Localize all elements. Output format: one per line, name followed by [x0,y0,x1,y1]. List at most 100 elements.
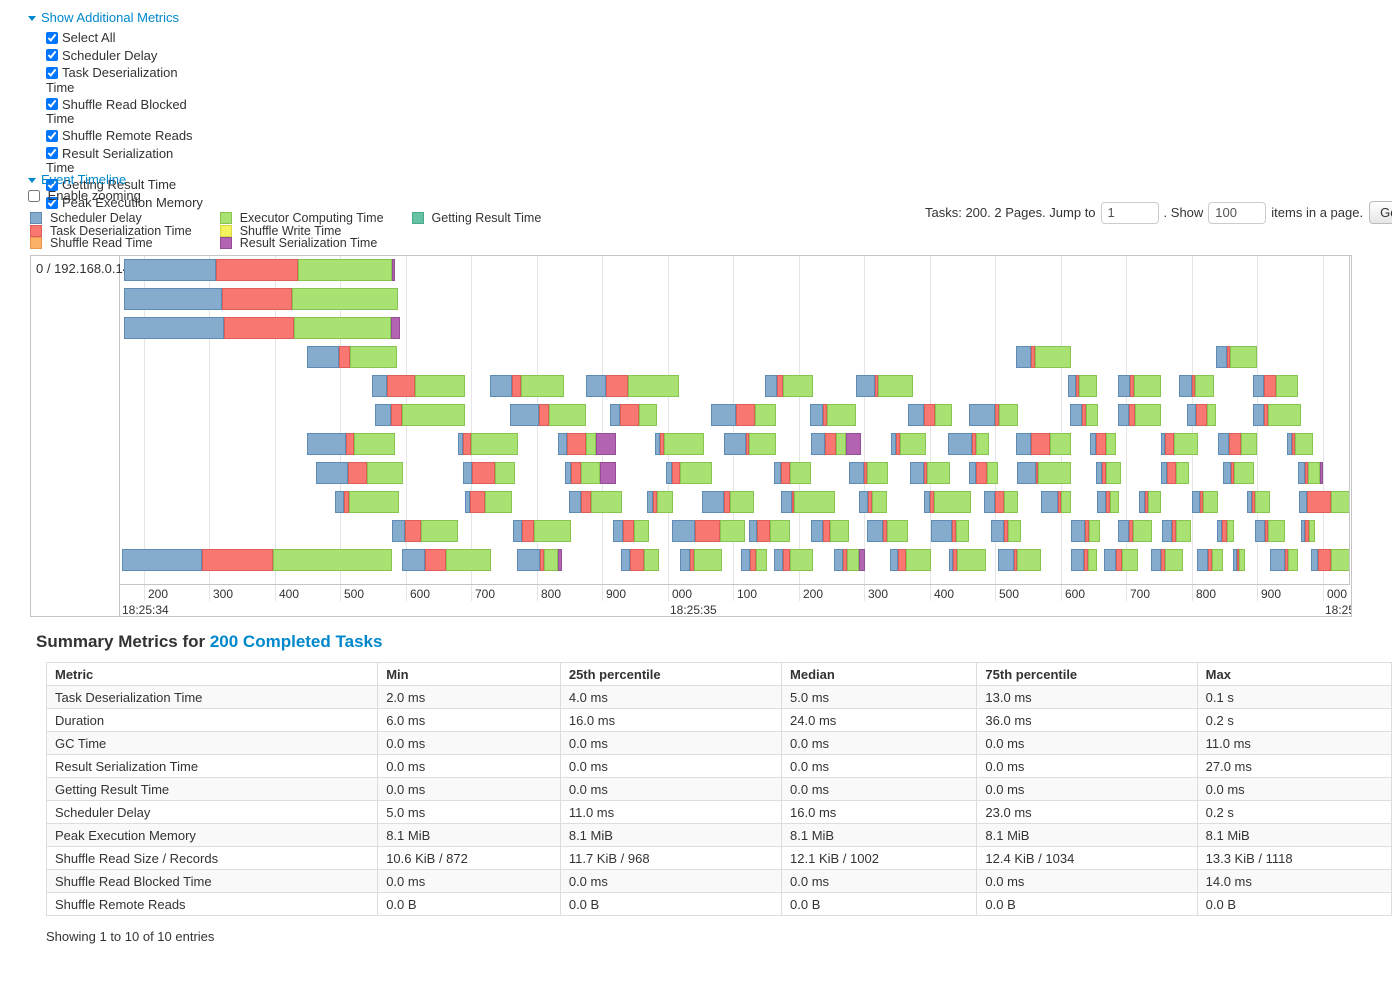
task-bar[interactable] [1151,549,1183,571]
task-bar[interactable] [849,462,888,484]
task-bar[interactable] [1041,491,1071,513]
task-bar[interactable] [565,462,616,484]
task-bar[interactable] [510,404,586,426]
task-bar[interactable] [781,491,835,513]
metric-checkbox-shuffle-read-blocked-time[interactable] [46,98,58,111]
task-bar[interactable] [741,549,767,571]
task-bar[interactable] [666,462,712,484]
task-bar[interactable] [680,549,722,571]
task-bar[interactable] [1299,491,1349,513]
task-bar[interactable] [724,433,776,455]
task-bar[interactable] [1218,433,1257,455]
task-bar[interactable] [1301,520,1315,542]
enable-zooming-checkbox[interactable] [28,189,40,202]
task-bar[interactable] [122,549,392,571]
task-bar[interactable] [910,462,950,484]
metric-checkbox-select-all[interactable] [46,31,58,44]
task-bar[interactable] [1071,549,1097,571]
task-bar[interactable] [307,433,395,455]
metric-checkbox-shuffle-remote-reads[interactable] [46,129,58,142]
task-bar[interactable] [392,520,458,542]
metric-checkbox-task-deserialization[interactable] [46,66,58,79]
task-bar[interactable] [1016,346,1071,368]
event-timeline-toggle[interactable]: Event Timeline [28,172,126,187]
task-bar[interactable] [402,549,491,571]
task-bar[interactable] [569,491,622,513]
metric-checkbox-peak-execution-memory[interactable] [46,196,58,209]
show-additional-metrics-toggle[interactable]: Show Additional Metrics [28,10,179,25]
task-bar[interactable] [1253,375,1298,397]
task-bar[interactable] [1118,375,1161,397]
task-bar[interactable] [984,491,1018,513]
task-bar[interactable] [672,520,745,542]
task-bar[interactable] [774,462,811,484]
task-bar[interactable] [1233,549,1245,571]
task-bar[interactable] [969,462,998,484]
task-bar[interactable] [124,288,398,310]
task-bar[interactable] [749,520,790,542]
task-bar[interactable] [513,520,571,542]
task-bar[interactable] [998,549,1041,571]
task-bar[interactable] [1253,404,1301,426]
task-bar[interactable] [1118,404,1161,426]
task-bar[interactable] [586,375,679,397]
metric-checkbox-getting-result-time[interactable] [46,178,58,191]
task-bar[interactable] [948,433,989,455]
task-bar[interactable] [1016,433,1071,455]
task-bar[interactable] [517,549,562,571]
task-bar[interactable] [949,549,986,571]
task-bar[interactable] [1071,520,1100,542]
task-bar[interactable] [1311,549,1349,571]
task-bar[interactable] [647,491,673,513]
task-bar[interactable] [1287,433,1313,455]
task-bar[interactable] [856,375,913,397]
task-bar[interactable] [859,491,887,513]
task-bar[interactable] [702,491,754,513]
task-bar[interactable] [1161,462,1189,484]
task-bar[interactable] [307,346,397,368]
task-bar[interactable] [969,404,1018,426]
task-bar[interactable] [1217,520,1234,542]
task-bar[interactable] [463,462,515,484]
task-bar[interactable] [1096,462,1121,484]
task-bar[interactable] [924,491,971,513]
task-bar[interactable] [1104,549,1138,571]
task-bar[interactable] [908,404,952,426]
task-bar[interactable] [774,549,813,571]
task-bar[interactable] [1298,462,1323,484]
items-per-page-input[interactable] [1208,201,1267,224]
completed-tasks-link[interactable]: 200 Completed Tasks [209,632,383,651]
task-bar[interactable] [834,549,865,571]
task-bar[interactable] [458,433,518,455]
task-bar[interactable] [1097,491,1119,513]
task-bar[interactable] [890,549,931,571]
task-bar[interactable] [891,433,926,455]
task-bar[interactable] [1162,520,1191,542]
task-bar[interactable] [372,375,465,397]
task-bar[interactable] [124,317,400,339]
go-button[interactable]: Go [1369,201,1392,224]
task-bar[interactable] [867,520,908,542]
task-bar[interactable] [811,433,861,455]
task-bar[interactable] [558,433,616,455]
task-bar[interactable] [613,520,649,542]
task-bar[interactable] [124,259,395,281]
task-bar[interactable] [490,375,564,397]
task-bar[interactable] [931,520,969,542]
task-bar[interactable] [811,520,849,542]
task-bar[interactable] [335,491,399,513]
task-bar[interactable] [1179,375,1214,397]
task-bar[interactable] [1090,433,1116,455]
task-bar[interactable] [1223,462,1254,484]
task-bar[interactable] [1161,433,1198,455]
task-bar[interactable] [1192,491,1218,513]
task-bar[interactable] [1247,491,1270,513]
task-bar[interactable] [1187,404,1216,426]
jump-to-page-input[interactable] [1100,201,1159,224]
task-bar[interactable] [1255,520,1285,542]
task-bar[interactable] [655,433,704,455]
task-bar[interactable] [465,491,512,513]
task-bar[interactable] [1068,375,1097,397]
metric-checkbox-scheduler-delay[interactable] [46,49,58,62]
task-bar[interactable] [1017,462,1071,484]
